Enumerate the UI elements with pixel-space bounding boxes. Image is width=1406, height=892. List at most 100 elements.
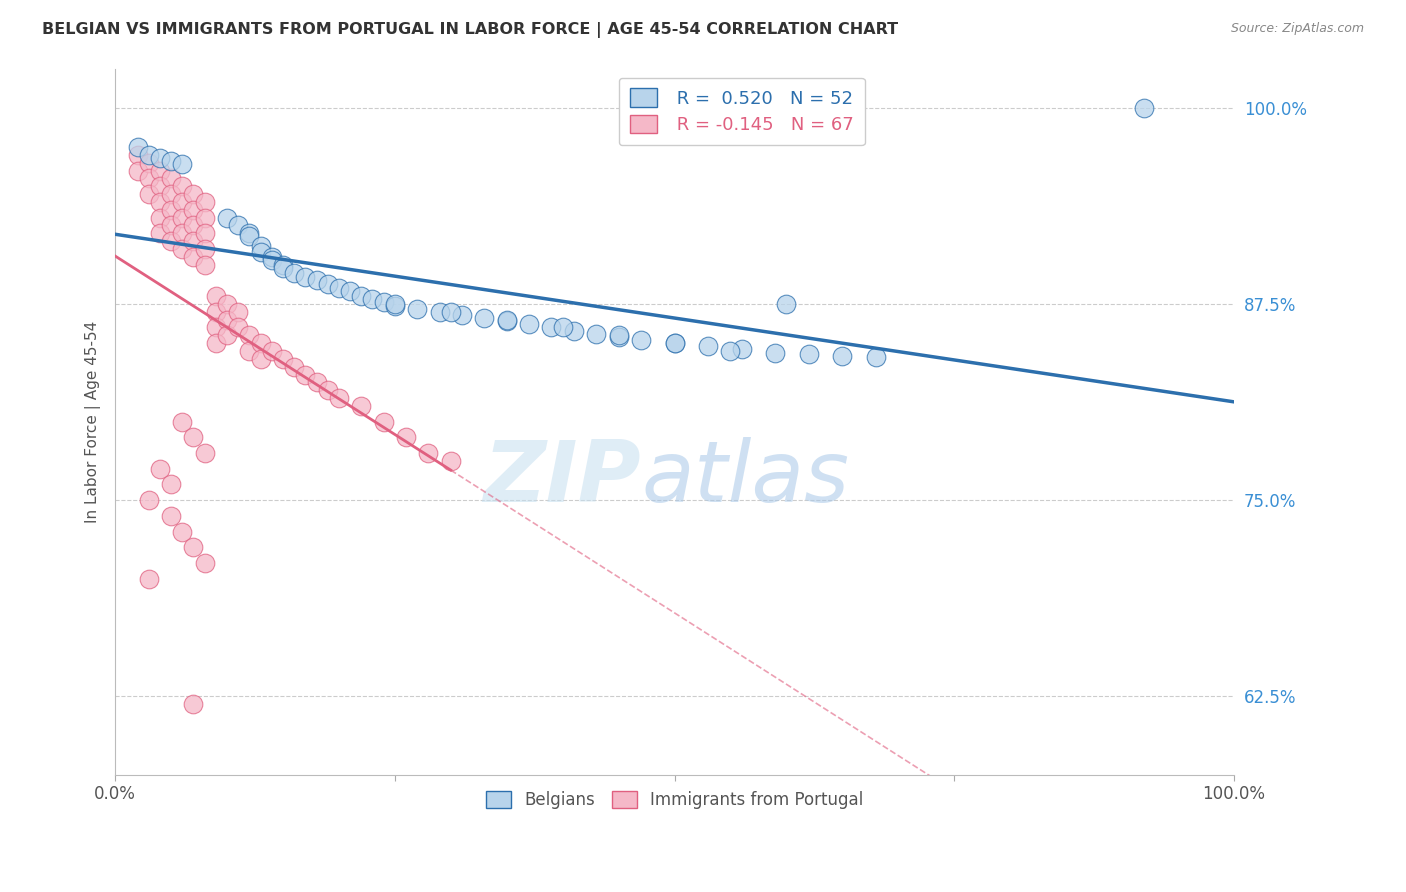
Point [384, 299, 406, 313]
Point [160, 171, 183, 186]
Point [194, 242, 217, 256]
Point [172, 194, 194, 209]
Point [183, 234, 205, 248]
Point [865, 351, 887, 365]
Point [183, 540, 205, 554]
Point [194, 194, 217, 209]
Point [160, 154, 183, 169]
Point [138, 171, 160, 186]
Point [474, 311, 496, 326]
Point [205, 289, 228, 303]
Y-axis label: In Labor Force | Age 45-54: In Labor Force | Age 45-54 [86, 320, 101, 523]
Point [205, 320, 228, 334]
Point [226, 305, 249, 319]
Point [339, 285, 361, 299]
Point [238, 344, 260, 359]
Point [305, 273, 328, 287]
Text: atlas: atlas [641, 437, 849, 520]
Point [316, 277, 339, 291]
Point [183, 202, 205, 217]
Point [249, 245, 271, 260]
Point [160, 234, 183, 248]
Point [384, 297, 406, 311]
Point [205, 336, 228, 351]
Point [585, 326, 607, 341]
Text: Source: ZipAtlas.com: Source: ZipAtlas.com [1230, 22, 1364, 36]
Point [373, 415, 395, 429]
Point [205, 305, 228, 319]
Point [194, 227, 217, 241]
Point [215, 297, 238, 311]
Point [149, 211, 172, 225]
Point [664, 336, 686, 351]
Point [350, 289, 373, 303]
Point [373, 295, 395, 310]
Point [607, 330, 630, 344]
Point [172, 242, 194, 256]
Point [138, 572, 160, 586]
Point [328, 391, 350, 405]
Point [149, 179, 172, 194]
Point [350, 399, 373, 413]
Point [183, 219, 205, 233]
Point [249, 336, 271, 351]
Point [194, 211, 217, 225]
Point [172, 524, 194, 539]
Point [160, 219, 183, 233]
Point [149, 163, 172, 178]
Point [194, 556, 217, 570]
Point [215, 211, 238, 225]
Point [429, 305, 451, 319]
Point [138, 493, 160, 508]
Point [418, 446, 440, 460]
Text: BELGIAN VS IMMIGRANTS FROM PORTUGAL IN LABOR FORCE | AGE 45-54 CORRELATION CHART: BELGIAN VS IMMIGRANTS FROM PORTUGAL IN L… [42, 22, 898, 38]
Point [328, 281, 350, 295]
Point [283, 266, 305, 280]
Point [172, 179, 194, 194]
Point [271, 258, 294, 272]
Point [831, 349, 853, 363]
Point [797, 347, 820, 361]
Point [551, 320, 574, 334]
Point [664, 336, 686, 351]
Point [172, 227, 194, 241]
Point [226, 320, 249, 334]
Point [149, 227, 172, 241]
Point [294, 368, 316, 382]
Point [249, 239, 271, 253]
Point [720, 344, 742, 359]
Point [249, 351, 271, 366]
Point [697, 339, 720, 353]
Point [127, 163, 149, 178]
Point [160, 477, 183, 491]
Point [127, 140, 149, 154]
Point [562, 324, 585, 338]
Point [226, 219, 249, 233]
Point [238, 229, 260, 244]
Point [172, 211, 194, 225]
Point [149, 194, 172, 209]
Point [630, 333, 652, 347]
Point [607, 328, 630, 343]
Point [361, 292, 384, 306]
Point [160, 508, 183, 523]
Point [731, 343, 754, 357]
Point [517, 318, 540, 332]
Point [406, 301, 429, 316]
Point [260, 250, 283, 264]
Point [149, 462, 172, 476]
Point [138, 148, 160, 162]
Point [775, 297, 797, 311]
Point [127, 148, 149, 162]
Point [160, 187, 183, 202]
Point [294, 270, 316, 285]
Point [283, 359, 305, 374]
Point [183, 187, 205, 202]
Point [1133, 101, 1156, 115]
Point [495, 314, 517, 328]
Point [172, 415, 194, 429]
Point [495, 312, 517, 326]
Point [451, 308, 474, 322]
Point [183, 430, 205, 444]
Point [215, 328, 238, 343]
